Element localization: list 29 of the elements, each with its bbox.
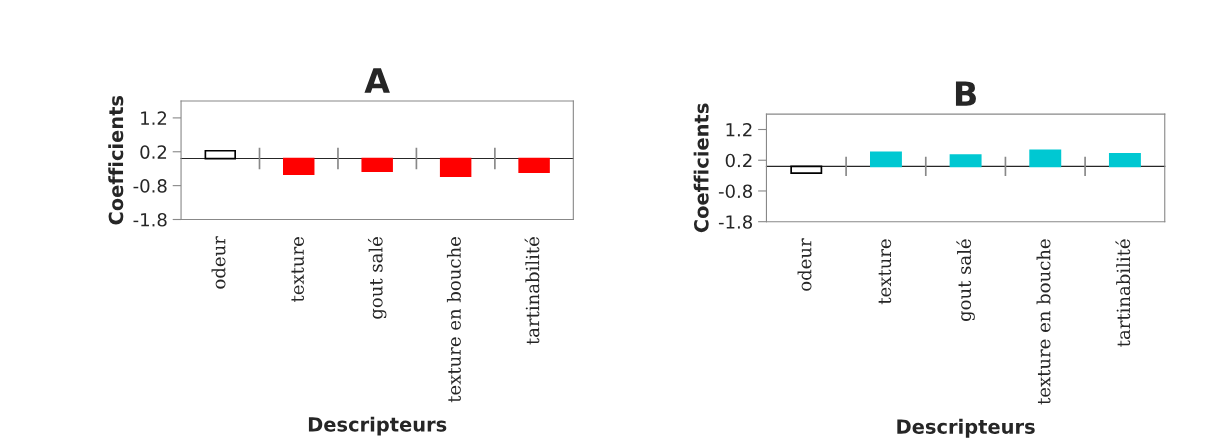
bar <box>1108 152 1141 168</box>
y-tick-label: 1.2 <box>141 111 167 125</box>
x-tick-label: texture <box>291 237 304 302</box>
y-axis-title: Coefficients <box>693 103 709 233</box>
x-tick-label: gout salé <box>956 239 975 322</box>
bar <box>869 151 902 168</box>
bar <box>1029 149 1062 168</box>
x-tick-label: tartinabilité <box>1115 239 1131 347</box>
x-tick-label: odeur <box>797 238 812 291</box>
y-tick-label: 0.2 <box>725 153 752 168</box>
y-axis-title: Coefficients <box>108 95 124 225</box>
x-tick-label: texture en bouche <box>1036 239 1051 405</box>
x-tick-label: tartinabilité <box>524 237 540 345</box>
chart-title: A <box>364 68 390 93</box>
x-axis-title: Descripteurs <box>897 418 1035 438</box>
y-tick-label: 0.2 <box>140 145 167 159</box>
bar <box>790 165 823 174</box>
y-tick-label: -0.8 <box>718 184 753 199</box>
y-tick-label: -1.8 <box>718 215 753 229</box>
bar <box>949 154 982 168</box>
x-axis-title: Descripteurs <box>308 416 447 436</box>
x-tick-label: texture <box>878 239 892 305</box>
y-tick-label: -0.8 <box>133 179 167 193</box>
chart-title: B <box>955 81 976 106</box>
x-tick-label: gout salé <box>367 237 387 319</box>
y-tick-label: 1.2 <box>726 122 752 137</box>
y-tick-label: -1.8 <box>133 212 167 227</box>
x-tick-label: texture en bouche <box>446 237 461 403</box>
x-tick-label: odeur <box>211 236 226 289</box>
